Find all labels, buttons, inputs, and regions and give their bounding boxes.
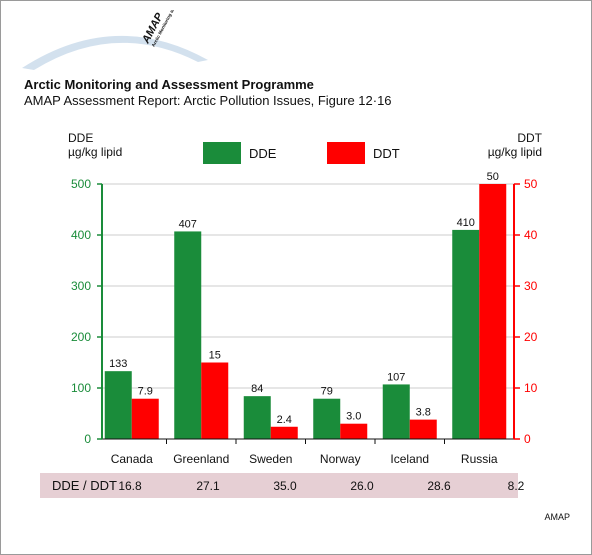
x-tick-label-russia: Russia (461, 452, 498, 466)
legend-swatch-dde (203, 142, 241, 164)
x-tick-label-iceland: Iceland (390, 452, 429, 466)
left-axis-unit-label: µg/kg lipid (68, 145, 123, 159)
ratio-value-sweden: 35.0 (273, 479, 297, 493)
right-axis-tick-label-50: 50 (524, 177, 538, 191)
left-axis-tick-label-100: 100 (71, 381, 91, 395)
bar-ddt-canada (131, 398, 159, 439)
page-subtitle: AMAP Assessment Report: Arctic Pollution… (24, 93, 392, 108)
data-label-ddt-canada: 7.9 (138, 386, 153, 398)
bar-ddt-norway (340, 423, 368, 439)
bar-chart: 133 7.9 Canada 407 15 Greenland 84 2.4 Sweden 79 3… (71, 171, 538, 466)
bar-dde-canada (104, 371, 132, 439)
left-axis-tick-label-500: 500 (71, 177, 91, 191)
logo-arc (22, 35, 208, 70)
left-axis-label: DDE (68, 131, 94, 145)
x-tick-label-sweden: Sweden (249, 452, 292, 466)
page-title: Arctic Monitoring and Assessment Program… (24, 77, 314, 92)
x-tick-label-canada: Canada (111, 452, 153, 466)
data-label-ddt-norway: 3.0 (346, 411, 361, 423)
bar-dde-norway (313, 398, 341, 439)
left-axis-tick-label-200: 200 (71, 330, 91, 344)
right-axis-unit: DDT µg/kg lipid (488, 131, 542, 159)
right-axis-tick-label-40: 40 (524, 228, 538, 242)
ratio-value-iceland: 28.6 (427, 479, 451, 493)
data-label-ddt-iceland: 3.8 (416, 407, 431, 419)
right-axis-tick-label-0: 0 (524, 432, 531, 446)
legend-swatch-ddt (327, 142, 365, 164)
ratio-row: DDE / DDT 16.8 27.1 35.0 26.0 28.6 8.2 (40, 473, 524, 498)
x-tick-label-norway: Norway (320, 452, 361, 466)
legend-item-dde: DDE (203, 142, 276, 164)
right-axis-tick-label-20: 20 (524, 330, 538, 344)
ratio-row-label: DDE / DDT (52, 478, 117, 493)
data-label-dde-norway: 79 (321, 386, 333, 398)
ratio-value-russia: 8.2 (507, 479, 525, 493)
ratio-value-norway: 26.0 (350, 479, 374, 493)
left-axis-tick-label-0: 0 (84, 432, 91, 446)
left-axis-tick-label-400: 400 (71, 228, 91, 242)
right-axis-unit-label: µg/kg lipid (487, 145, 542, 159)
bar-dde-iceland (382, 384, 410, 439)
data-label-dde-sweden: 84 (251, 383, 263, 395)
bar-dde-greenland (174, 231, 202, 439)
bar-ddt-sweden (270, 426, 298, 439)
footer-credit: AMAP (544, 512, 570, 522)
right-axis-tick-label-10: 10 (524, 381, 538, 395)
data-label-ddt-russia: 50 (487, 171, 499, 183)
data-label-dde-russia: 410 (457, 217, 475, 229)
data-label-dde-greenland: 407 (179, 218, 197, 230)
left-axis-tick-label-300: 300 (71, 279, 91, 293)
data-label-ddt-greenland: 15 (209, 350, 221, 362)
bar-ddt-iceland (409, 419, 437, 439)
legend-label-dde: DDE (249, 145, 277, 161)
right-axis-tick-label-30: 30 (524, 279, 538, 293)
ratio-value-greenland: 27.1 (196, 479, 220, 493)
ratio-value-canada: 16.8 (118, 479, 142, 493)
data-label-dde-canada: 133 (109, 358, 127, 370)
left-axis-unit: DDE µg/kg lipid (68, 131, 122, 159)
right-axis-label: DDT (517, 131, 542, 145)
legend-item-ddt: DDT (327, 142, 400, 164)
data-label-ddt-sweden: 2.4 (277, 414, 292, 426)
bar-dde-russia (452, 229, 480, 439)
data-label-dde-iceland: 107 (387, 371, 405, 383)
bar-dde-sweden (243, 396, 271, 439)
amap-logo: AMAP Arctic Monitoring and Assessment Pr… (22, 10, 208, 70)
bar-ddt-russia (479, 184, 507, 439)
bar-ddt-greenland (201, 362, 229, 439)
legend-label-ddt: DDT (373, 145, 400, 161)
x-tick-label-greenland: Greenland (173, 452, 229, 466)
